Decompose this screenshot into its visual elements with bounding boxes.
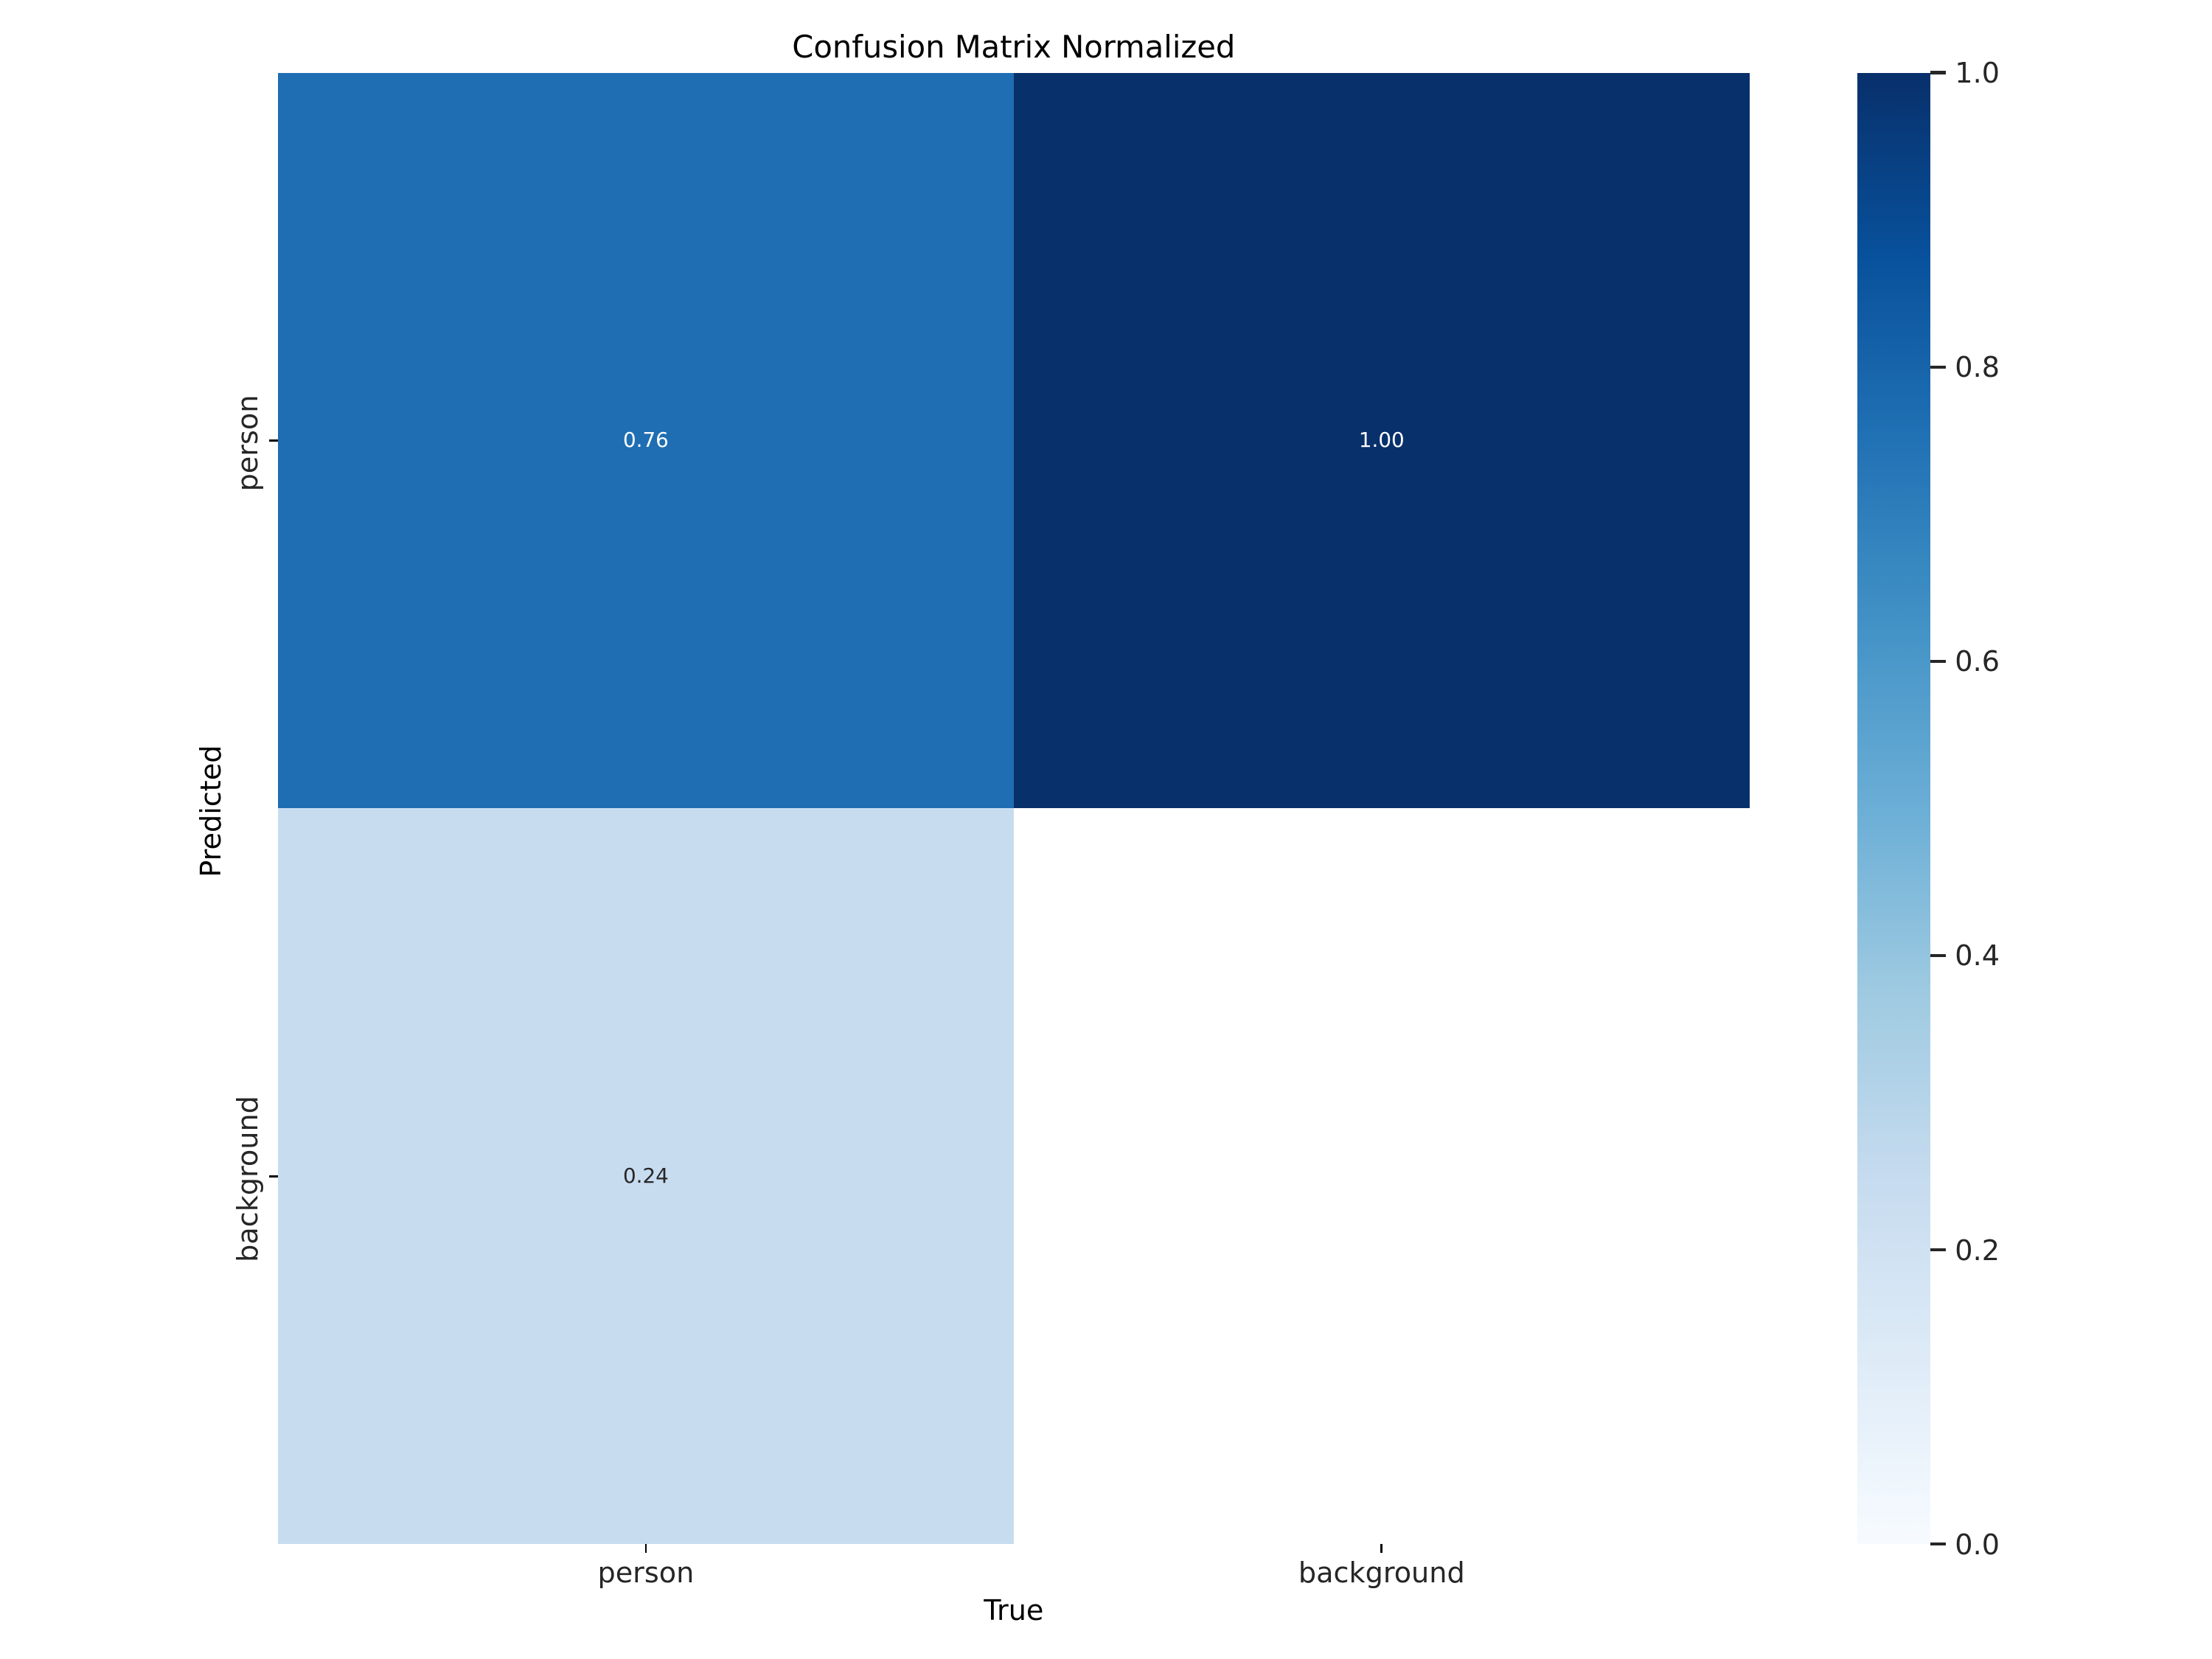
x-tick-mark: [644, 1544, 647, 1554]
y-tick-mark: [269, 1175, 278, 1178]
heatmap-cell-background-background: [1013, 808, 1750, 1545]
y-axis-label: Predicted: [195, 745, 228, 877]
heatmap-cell-person-person: [278, 72, 1014, 809]
x-axis-label: True: [984, 1594, 1044, 1627]
heatmap-cell-background-person: [278, 808, 1014, 1545]
colorbar-tick-label: 1.0: [1955, 58, 2000, 90]
y-tick-mark: [269, 439, 278, 442]
y-tick-label: person: [232, 394, 265, 491]
cell-annotation: 0.76: [622, 427, 669, 452]
colorbar-tick-mark: [1930, 1543, 1946, 1546]
colorbar-tick-label: 0.0: [1955, 1528, 2000, 1562]
colorbar-tick-label: 0.2: [1955, 1234, 2000, 1267]
heatmap-cell-person-background: [1013, 72, 1750, 809]
colorbar-tick-mark: [1930, 953, 1946, 958]
chart-title: Confusion Matrix Normalized: [792, 29, 1236, 66]
cell-annotation: 0.24: [622, 1163, 669, 1188]
x-tick-label: person: [597, 1557, 695, 1590]
colorbar-tick-label: 0.6: [1955, 646, 2000, 679]
y-tick-label: background: [232, 1096, 265, 1262]
colorbar-tick-mark: [1930, 71, 1946, 74]
colorbar-tick-label: 0.8: [1955, 352, 2000, 385]
colorbar-tick-mark: [1930, 365, 1946, 369]
cell-annotation: 1.00: [1358, 427, 1405, 452]
x-tick-mark: [1380, 1544, 1383, 1554]
colorbar-gradient: [1857, 72, 1930, 1545]
colorbar-tick-mark: [1930, 1248, 1946, 1252]
x-tick-label: background: [1298, 1557, 1465, 1590]
colorbar-tick-mark: [1930, 659, 1946, 664]
colorbar-tick-label: 0.4: [1955, 940, 2000, 973]
